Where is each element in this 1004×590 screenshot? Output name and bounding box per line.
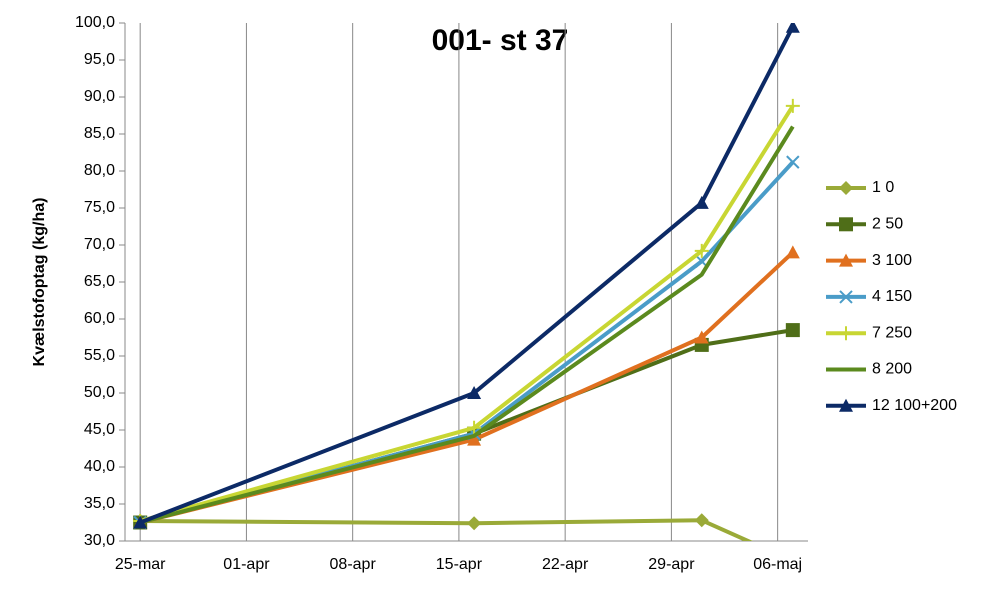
marker	[785, 23, 800, 33]
y-tick-label: 65,0	[84, 273, 115, 290]
series-line	[139, 104, 795, 523]
marker	[467, 432, 482, 446]
legend-label: 12 100+200	[872, 397, 957, 414]
x-tick-label: 01-apr	[223, 556, 270, 573]
y-tick-label: 70,0	[84, 236, 115, 253]
chart-title: 001- st 37	[432, 24, 569, 57]
legend-label: 8 200	[872, 361, 912, 378]
y-tick-label: 45,0	[84, 421, 115, 438]
marker	[839, 290, 853, 304]
x-tick-label: 08-apr	[330, 556, 377, 573]
y-tick-label: 90,0	[84, 88, 115, 105]
legend-label: 3 100	[872, 252, 912, 269]
marker	[839, 398, 853, 412]
series-line	[139, 125, 795, 525]
legend-label: 1 0	[872, 179, 894, 196]
marker	[839, 181, 853, 195]
y-tick-label: 30,0	[84, 532, 115, 549]
marker	[786, 155, 800, 169]
marker	[694, 195, 709, 209]
x-tick-label: 15-apr	[436, 556, 483, 573]
x-tick-label: 06-maj	[753, 556, 802, 573]
marker	[839, 253, 853, 267]
y-tick-label: 80,0	[84, 162, 115, 179]
marker	[785, 323, 800, 338]
marker	[467, 516, 482, 531]
series-line	[139, 25, 795, 525]
series-line	[140, 518, 754, 541]
x-tick-label: 25-mar	[115, 556, 166, 573]
marker	[785, 98, 800, 113]
marker	[785, 245, 800, 259]
y-tick-label: 55,0	[84, 347, 115, 364]
x-tick-label: 22-apr	[542, 556, 589, 573]
y-tick-label: 85,0	[84, 125, 115, 142]
y-tick-label: 60,0	[84, 310, 115, 327]
marker	[694, 243, 709, 258]
marker	[467, 386, 482, 399]
marker	[694, 513, 709, 528]
marker	[467, 420, 482, 435]
marker	[839, 217, 853, 232]
x-tick-label: 29-apr	[648, 556, 695, 573]
marker	[694, 330, 709, 344]
y-tick-label: 100,0	[75, 14, 115, 31]
y-axis-label: Kvælstofoptag (kg/ha)	[31, 198, 48, 367]
marker	[133, 515, 148, 529]
legend-label: 4 150	[872, 288, 912, 305]
y-tick-label: 50,0	[84, 384, 115, 401]
y-tick-label: 40,0	[84, 458, 115, 475]
y-tick-label: 95,0	[84, 51, 115, 68]
legend-label: 7 250	[872, 324, 912, 341]
marker	[839, 326, 853, 341]
series-line	[139, 250, 795, 525]
y-tick-label: 75,0	[84, 199, 115, 216]
y-tick-label: 35,0	[84, 495, 115, 512]
legend-label: 2 50	[872, 216, 903, 233]
plot-area	[133, 23, 800, 541]
